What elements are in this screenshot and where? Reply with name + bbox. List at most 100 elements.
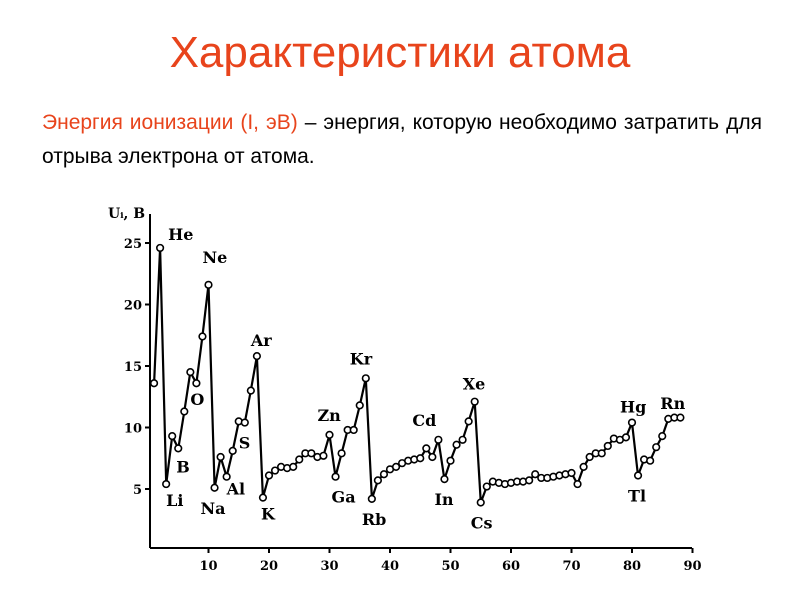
data-point bbox=[476, 498, 485, 507]
element-label-in: In bbox=[434, 490, 453, 509]
element-label-al: Al bbox=[226, 480, 246, 499]
data-point bbox=[367, 494, 376, 503]
data-point bbox=[422, 444, 431, 453]
element-label-li: Li bbox=[166, 491, 183, 510]
data-point bbox=[361, 374, 370, 383]
element-label-ga: Ga bbox=[332, 488, 356, 507]
data-point bbox=[174, 444, 183, 453]
element-label-b: B bbox=[176, 457, 190, 476]
y-tick-label: 10 bbox=[124, 422, 142, 437]
data-point bbox=[349, 425, 358, 435]
data-point bbox=[337, 449, 346, 458]
data-point bbox=[355, 401, 364, 410]
element-label-o: O bbox=[190, 390, 204, 409]
data-point bbox=[210, 483, 219, 492]
data-point bbox=[470, 397, 479, 406]
y-tick-label: 25 bbox=[124, 237, 142, 252]
element-label-ar: Ar bbox=[250, 331, 272, 350]
data-point bbox=[446, 456, 455, 465]
y-axis-label: Uᵢ, B bbox=[108, 206, 145, 222]
element-label-s: S bbox=[239, 434, 251, 453]
data-point bbox=[579, 462, 588, 471]
data-point bbox=[416, 454, 425, 463]
data-point bbox=[567, 468, 576, 478]
element-label-zn: Zn bbox=[318, 406, 342, 425]
data-point bbox=[452, 440, 461, 449]
element-label-hg: Hg bbox=[620, 398, 646, 417]
data-point bbox=[331, 472, 340, 481]
data-point bbox=[180, 407, 189, 416]
data-point bbox=[658, 432, 667, 441]
x-tick-label: 20 bbox=[260, 559, 278, 574]
data-point bbox=[440, 475, 449, 484]
element-label-he: He bbox=[168, 225, 193, 244]
data-point bbox=[603, 441, 612, 451]
data-point bbox=[458, 435, 467, 444]
y-tick-label: 5 bbox=[133, 483, 142, 498]
definition-text: Энергия ионизации (I, эВ) – энергия, кот… bbox=[42, 106, 762, 174]
slide-title: Характеристики атома bbox=[169, 28, 631, 77]
data-point bbox=[240, 418, 249, 427]
data-point bbox=[652, 443, 661, 452]
element-label-rb: Rb bbox=[362, 510, 386, 529]
x-tick-label: 50 bbox=[441, 559, 459, 574]
data-point bbox=[391, 462, 401, 471]
element-label-rn: Rn bbox=[660, 394, 685, 413]
element-label-na: Na bbox=[201, 499, 226, 518]
element-label-tl: Tl bbox=[628, 486, 646, 505]
y-tick-label: 20 bbox=[124, 299, 142, 314]
element-label-cd: Cd bbox=[412, 411, 436, 430]
data-point bbox=[373, 476, 383, 485]
x-tick-label: 60 bbox=[502, 559, 520, 574]
data-point bbox=[289, 462, 298, 471]
tick-marks: 5 10 15 20 25 10 20 30 40 50 60 70 80 90 bbox=[124, 237, 702, 574]
data-point bbox=[573, 479, 582, 489]
data-point bbox=[307, 449, 316, 458]
data-point bbox=[295, 455, 304, 464]
data-point bbox=[646, 456, 655, 465]
data-point bbox=[252, 352, 261, 361]
axes bbox=[149, 214, 692, 549]
y-tick-label: 15 bbox=[124, 360, 142, 375]
x-tick-label: 30 bbox=[320, 559, 338, 574]
element-label-cs: Cs bbox=[471, 514, 493, 533]
element-label-k: K bbox=[261, 505, 276, 524]
data-point bbox=[428, 452, 437, 462]
data-point bbox=[198, 332, 207, 341]
data-point bbox=[319, 451, 328, 460]
data-point bbox=[162, 479, 171, 489]
x-tick-label: 90 bbox=[683, 559, 701, 574]
data-point bbox=[597, 449, 606, 458]
data-point bbox=[676, 413, 685, 422]
data-point bbox=[228, 446, 237, 455]
data-point bbox=[325, 430, 334, 439]
data-point bbox=[531, 470, 540, 479]
x-tick-label: 40 bbox=[381, 559, 399, 574]
x-tick-label: 80 bbox=[623, 559, 641, 574]
element-label-kr: Kr bbox=[350, 349, 373, 368]
data-point bbox=[168, 432, 177, 441]
definition-rest: – энергия, которую необходимо затратить … bbox=[42, 111, 762, 168]
data-point bbox=[434, 435, 443, 444]
data-point bbox=[258, 493, 268, 502]
x-tick-label: 70 bbox=[562, 559, 580, 574]
data-point bbox=[149, 379, 159, 388]
data-point bbox=[633, 471, 643, 480]
data-point bbox=[379, 470, 389, 479]
data-point bbox=[222, 472, 231, 481]
data-point bbox=[156, 243, 165, 253]
element-label-xe: Xe bbox=[463, 375, 486, 394]
data-point bbox=[264, 471, 274, 480]
data-point bbox=[186, 368, 195, 377]
data-point bbox=[627, 418, 637, 427]
data-point bbox=[246, 386, 255, 395]
data-point bbox=[525, 476, 534, 485]
definition-term: Энергия ионизации (I, эВ) bbox=[42, 111, 298, 134]
data-points bbox=[149, 243, 685, 507]
data-point bbox=[216, 452, 225, 462]
data-point bbox=[270, 466, 280, 475]
data-point bbox=[192, 379, 201, 388]
series-line bbox=[153, 246, 681, 504]
